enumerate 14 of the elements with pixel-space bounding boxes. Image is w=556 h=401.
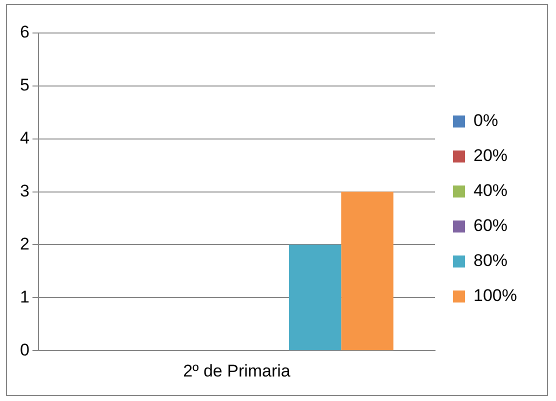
y-tick-label: 6 — [20, 22, 30, 42]
y-tick-label: 1 — [20, 287, 30, 306]
legend-label: 80% — [474, 251, 508, 270]
legend-label: 20% — [474, 146, 508, 166]
y-tick-label: 5 — [20, 76, 30, 95]
x-tick-label: 2º de Primaria — [183, 361, 291, 380]
y-tick-label: 4 — [20, 128, 30, 148]
legend-label: 100% — [474, 286, 518, 306]
y-tick-label: 0 — [20, 340, 30, 360]
y-tick-label: 2 — [20, 234, 30, 254]
legend-label: 60% — [474, 216, 508, 236]
legend-label: 40% — [474, 181, 508, 200]
y-tick-label: 3 — [20, 181, 30, 200]
legend-label: 0% — [474, 111, 498, 130]
